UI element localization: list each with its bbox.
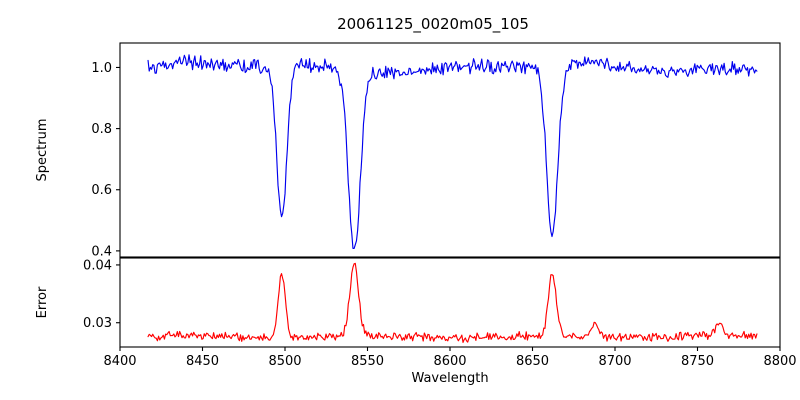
- x-tick-label: 8400: [103, 354, 136, 369]
- x-axis: 8400 8450 8500 8550 8600 8650 8700 8750 8800: [103, 347, 797, 369]
- y-tick-label: 0.04: [83, 258, 112, 273]
- error-trace: [147, 262, 758, 343]
- x-tick-label: 8700: [598, 354, 631, 369]
- x-tick-label: 8800: [763, 354, 796, 369]
- x-tick-label: 8600: [433, 354, 466, 369]
- spectrum-trace: [147, 54, 758, 250]
- y-tick-label: 0.8: [91, 122, 112, 137]
- x-tick-label: 8750: [681, 354, 714, 369]
- y-axis-title-spectrum: Spectrum: [35, 119, 50, 182]
- y-tick-label: 0.4: [91, 244, 112, 259]
- x-tick-label: 8500: [268, 354, 301, 369]
- chart-title: 20061125_0020m05_105: [337, 15, 529, 34]
- error-panel: 0.03 0.04 Error: [35, 257, 781, 348]
- y-axis-title-error: Error: [35, 286, 50, 318]
- x-axis-title: Wavelength: [411, 371, 488, 386]
- y-tick-label: 0.6: [91, 183, 112, 198]
- x-tick-label: 8550: [351, 354, 384, 369]
- y-tick-label: 1.0: [91, 61, 112, 76]
- x-tick-label: 8450: [186, 354, 219, 369]
- x-tick-label: 8650: [516, 354, 549, 369]
- panel-frame: [119, 42, 781, 258]
- y-tick-label: 0.03: [83, 316, 112, 331]
- spectrum-panel: 0.4 0.6 0.8 1.0 Spectrum: [35, 42, 781, 259]
